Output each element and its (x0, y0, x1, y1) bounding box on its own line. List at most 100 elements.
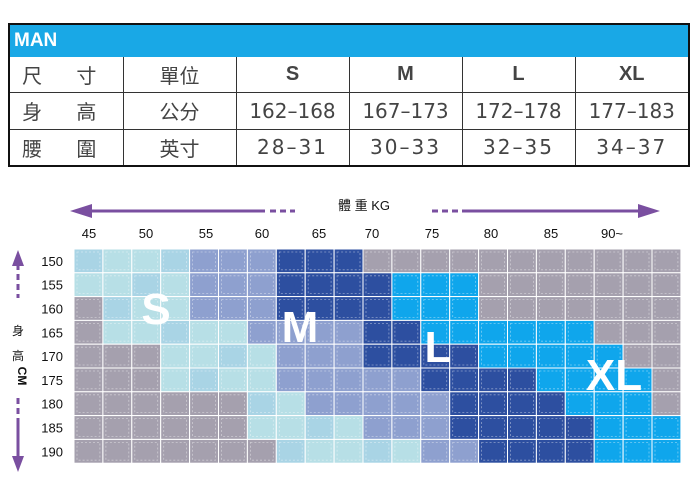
chart-cell (333, 367, 364, 393)
chart-cell-stitch (192, 394, 216, 414)
chart-cell-stitch (654, 441, 679, 461)
chart-cell (593, 415, 624, 440)
chart-cell-stitch (365, 394, 390, 414)
chart-cell-stitch (76, 346, 101, 366)
chart-cell-stitch (307, 370, 332, 390)
chart-cell-stitch (452, 275, 477, 295)
chart-cell (304, 272, 335, 298)
chart-cell-stitch (539, 251, 563, 271)
chart-cell (189, 343, 220, 369)
chart-cell-stitch (510, 251, 534, 271)
chart-cell (246, 438, 277, 464)
chart-cell-stitch (423, 322, 448, 342)
chart-cell-stitch (654, 251, 679, 271)
chart-cell-stitch (221, 322, 245, 342)
chart-cell-stitch (654, 418, 679, 437)
chart-cell (102, 367, 133, 393)
chart-cell-stitch (539, 299, 563, 318)
chart-cell (160, 438, 191, 464)
chart-cell (246, 272, 277, 298)
chart-cell-stitch (76, 418, 101, 437)
waist-l: 32–35 (461, 128, 576, 165)
chart-cell-stitch (307, 251, 332, 271)
chart-cell (535, 415, 566, 440)
chart-cell-stitch (539, 370, 563, 390)
chart-cell-stitch (163, 394, 187, 414)
chart-cell-stitch (221, 299, 245, 318)
chart-cell (478, 415, 509, 440)
chart-cell (333, 319, 364, 345)
chart-cell-stitch (163, 251, 187, 271)
chart-cell-stitch (625, 251, 650, 271)
chart-cell (275, 438, 306, 464)
chart-cell (507, 248, 537, 274)
table-row-height: 身 高 公分 162–168 167–173 172–178 177–183 (10, 92, 688, 130)
chart-cell-stitch (105, 275, 130, 295)
chart-cell (246, 391, 277, 417)
header-s: S (235, 57, 350, 94)
chart-cell-stitch (596, 441, 621, 461)
chart-cells (73, 248, 682, 464)
chart-cell-stitch (278, 251, 303, 271)
size-table: MAN 尺 寸 單位 S M L XL 身 高 公分 162–168 167–1… (8, 23, 690, 167)
chart-cell-stitch (336, 370, 361, 390)
chart-cell-stitch (625, 299, 650, 318)
chart-cell-stitch (567, 322, 592, 342)
chart-cell-stitch (365, 418, 390, 437)
y-tick-label: 165 (41, 325, 63, 340)
chart-cell (420, 391, 451, 417)
chart-cell (362, 272, 393, 298)
chart-cell-stitch (105, 251, 130, 271)
chart-cell-stitch (278, 394, 303, 414)
chart-cell (362, 438, 393, 464)
y-tick-label: 190 (41, 444, 63, 459)
chart-cell-stitch (423, 441, 448, 461)
chart-cell-stitch (481, 322, 505, 342)
chart-cell (189, 367, 220, 393)
chart-cell-stitch (625, 322, 650, 342)
chart-cell (362, 367, 393, 393)
chart-cell (246, 343, 277, 369)
chart-cell (160, 367, 191, 393)
header-m: M (348, 57, 463, 94)
size-chart-svg: 體 重 KG 身 高 CM 45 50 55 60 65 70 75 80 85 90~ 1501… (12, 198, 682, 472)
chart-cell (507, 343, 537, 369)
chart-cell-stitch (394, 275, 419, 295)
chart-cell (391, 438, 422, 464)
chart-cell (218, 438, 248, 464)
chart-cell-stitch (423, 370, 448, 390)
chart-cell (73, 272, 104, 298)
chart-cell (449, 319, 480, 345)
x-tick-label: 60 (255, 226, 269, 241)
height-label-cn-2: 高 (12, 348, 24, 363)
waist-m: 30–33 (348, 128, 463, 165)
height-arrow: 身 高 CM (12, 250, 29, 472)
chart-cell-stitch (249, 441, 274, 461)
chart-cell-stitch (134, 322, 159, 342)
chart-cell-stitch (596, 346, 621, 366)
chart-cell (391, 415, 422, 440)
chart-cell (449, 272, 480, 298)
table-title: MAN (10, 25, 688, 57)
chart-cell-stitch (625, 275, 650, 295)
chart-cell (622, 415, 653, 440)
x-tick-label: 80 (484, 226, 498, 241)
arrow-right-head (638, 204, 660, 218)
chart-cell-stitch (394, 418, 419, 437)
chart-cell (564, 248, 595, 274)
height-axis-unit: CM (15, 367, 29, 386)
chart-cell (449, 438, 480, 464)
chart-cell (218, 319, 248, 345)
chart-cell (362, 319, 393, 345)
x-tick-label: 45 (82, 226, 96, 241)
chart-cell (391, 343, 422, 369)
chart-cell-stitch (221, 394, 245, 414)
chart-cell-stitch (221, 418, 245, 437)
chart-cell (218, 248, 248, 274)
chart-cell (246, 415, 277, 440)
chart-cell-stitch (510, 370, 534, 390)
chart-cell-stitch (539, 275, 563, 295)
chart-cell-stitch (365, 370, 390, 390)
size-labels: S M L XL (141, 285, 642, 400)
chart-cell (131, 367, 162, 393)
